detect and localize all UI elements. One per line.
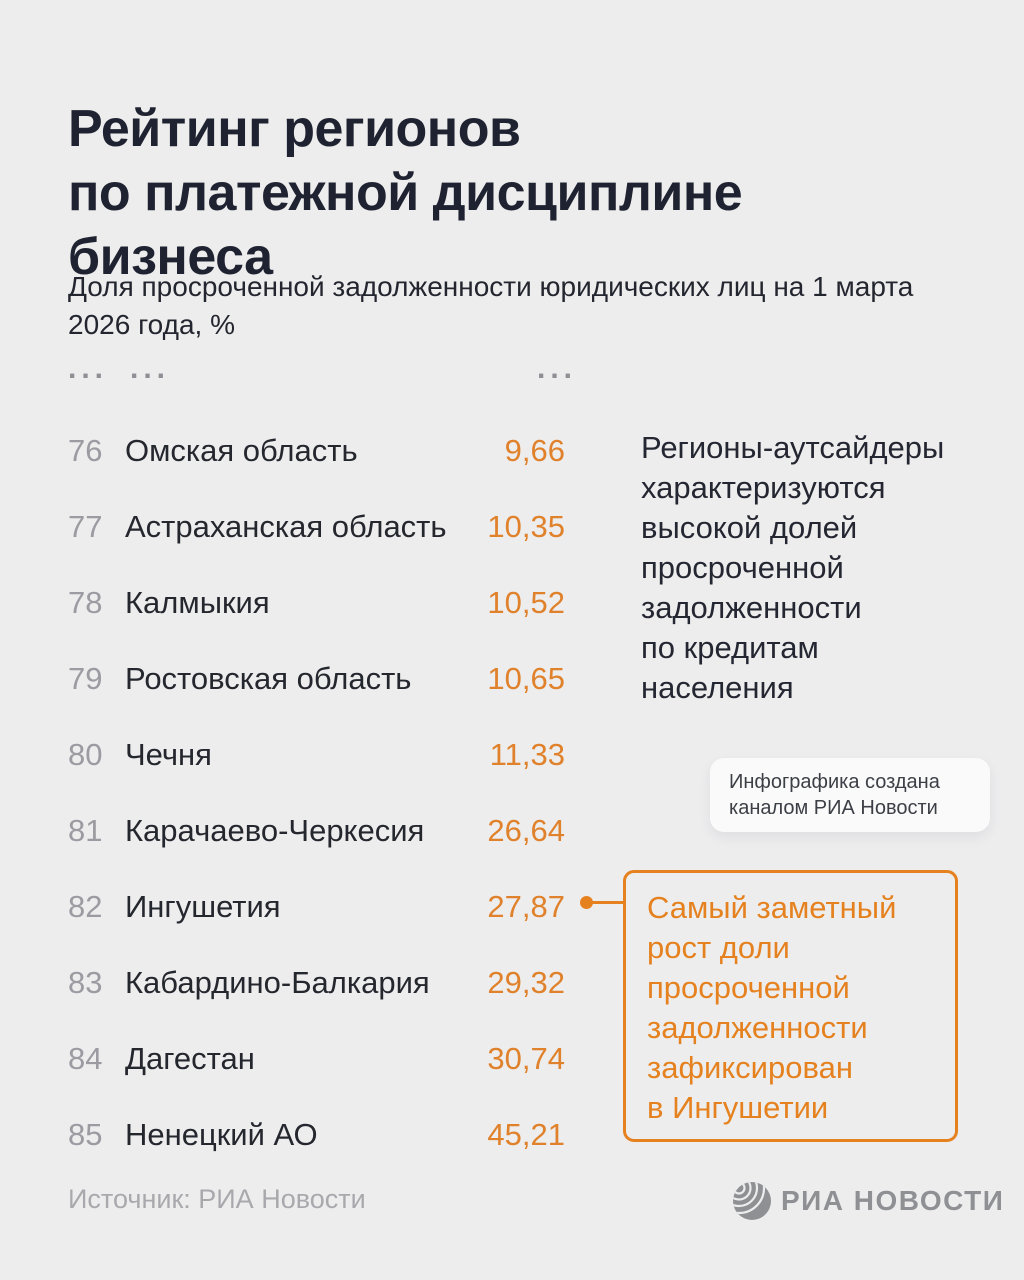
logo-text: РИА НОВОСТИ	[781, 1185, 1005, 1216]
table-row: 84 Дагестан 30,74	[68, 1020, 565, 1096]
callout-dot	[580, 896, 593, 909]
rank-ellipsis: ...	[68, 352, 109, 385]
page-subtitle: Доля просроченной задолженности юридичес…	[68, 271, 914, 340]
ranking-table: 76 Омская область 9,66 77 Астраханская о…	[68, 412, 565, 1172]
rank-cell: 76	[68, 432, 103, 468]
region-cell: Дагестан	[125, 1040, 255, 1076]
outsiders-note: Регионы-аутсайдеры характеризуются высок…	[641, 430, 945, 705]
region-ellipsis: ...	[130, 352, 171, 385]
table-row: 82 Ингушетия 27,87	[68, 868, 565, 944]
value-cell: 45,21	[487, 1116, 565, 1152]
value-cell: 10,52	[487, 584, 565, 620]
table-row: 76 Омская область 9,66	[68, 412, 565, 488]
table-row: 83 Кабардино-Балкария 29,32	[68, 944, 565, 1020]
region-cell: Астраханская область	[125, 508, 447, 544]
rank-cell: 85	[68, 1116, 103, 1152]
rank-cell: 78	[68, 584, 103, 620]
callout-connector-line	[590, 901, 624, 904]
ria-novosti-logo: РИА НОВОСТИ	[732, 1181, 1004, 1221]
region-cell: Карачаево-Черкесия	[125, 812, 425, 848]
page-title: Рейтинг регионов по платежной дисциплине…	[68, 99, 743, 286]
globe-icon	[732, 1181, 772, 1221]
rank-cell: 77	[68, 508, 103, 544]
value-cell: 10,65	[487, 660, 565, 696]
region-cell: Ненецкий АО	[125, 1116, 318, 1152]
region-cell: Чечня	[125, 736, 212, 772]
value-cell: 29,32	[487, 964, 565, 1000]
credit-card-text: Инфографика создана каналом РИА Новости	[729, 771, 940, 819]
table-truncation-row: ... ... ...	[68, 352, 572, 392]
value-cell: 10,35	[487, 508, 565, 544]
table-row: 78 Калмыкия 10,52	[68, 564, 565, 640]
rank-cell: 80	[68, 736, 103, 772]
source-note: Источник: РИА Новости	[68, 1184, 366, 1214]
ingushetia-callout: Самый заметный рост доли просроченной за…	[623, 870, 958, 1142]
table-row: 79 Ростовская область 10,65	[68, 640, 565, 716]
table-row: 80 Чечня 11,33	[68, 716, 565, 792]
value-ellipsis: ...	[536, 352, 577, 385]
rank-cell: 81	[68, 812, 103, 848]
region-cell: Омская область	[125, 432, 358, 468]
value-cell: 11,33	[489, 736, 565, 772]
rank-cell: 83	[68, 964, 103, 1000]
rank-cell: 82	[68, 888, 103, 924]
value-cell: 30,74	[487, 1040, 565, 1076]
table-row: 81 Карачаево-Черкесия 26,64	[68, 792, 565, 868]
region-cell: Ингушетия	[125, 888, 281, 924]
region-cell: Ростовская область	[125, 660, 412, 696]
region-cell: Кабардино-Балкария	[125, 964, 430, 1000]
table-row: 85 Ненецкий АО 45,21	[68, 1096, 565, 1172]
region-cell: Калмыкия	[125, 584, 270, 620]
rank-cell: 84	[68, 1040, 103, 1076]
value-cell: 27,87	[487, 888, 565, 924]
credit-card: Инфографика создана каналом РИА Новости	[710, 758, 990, 832]
value-cell: 9,66	[504, 432, 565, 468]
value-cell: 26,64	[487, 812, 565, 848]
rank-cell: 79	[68, 660, 103, 696]
table-row: 77 Астраханская область 10,35	[68, 488, 565, 564]
